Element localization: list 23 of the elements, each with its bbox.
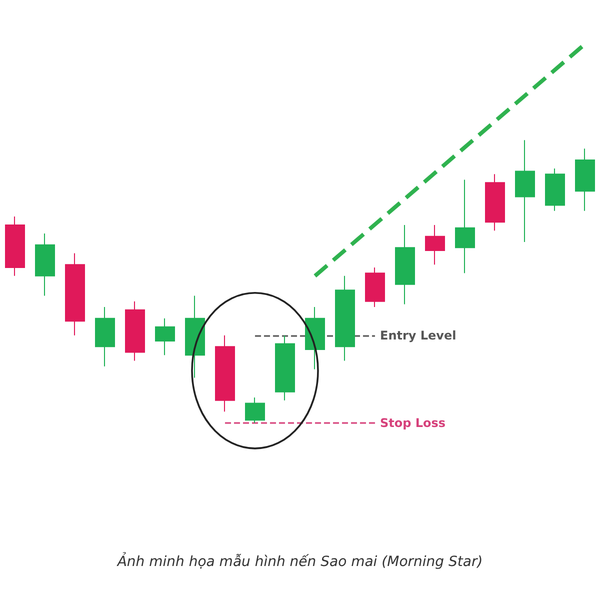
candlestick bbox=[365, 266, 385, 308]
candlestick bbox=[305, 306, 325, 370]
candlestick bbox=[575, 148, 595, 212]
candlestick bbox=[215, 334, 235, 412]
candlestick bbox=[35, 233, 55, 296]
candlestick bbox=[395, 224, 415, 305]
candlestick bbox=[275, 334, 295, 401]
text: Ảnh minh họa mẫu hình nến Sao mai (Morning Star) bbox=[116, 552, 483, 570]
candlestick bbox=[65, 252, 85, 336]
ref-line-label: Entry Level bbox=[380, 328, 456, 342]
candlestick bbox=[185, 295, 205, 378]
candlestick bbox=[5, 216, 25, 276]
candlestick bbox=[155, 318, 175, 356]
candlestick bbox=[425, 224, 445, 266]
candlestick bbox=[515, 140, 535, 242]
candlestick bbox=[95, 306, 115, 367]
candlestick bbox=[245, 397, 265, 424]
candlestick bbox=[455, 179, 475, 274]
candlestick bbox=[125, 300, 145, 362]
ref-line-label: Stop Loss bbox=[380, 416, 446, 430]
candlestick bbox=[335, 275, 355, 362]
candlestick bbox=[545, 168, 565, 212]
candlestick bbox=[485, 174, 505, 232]
